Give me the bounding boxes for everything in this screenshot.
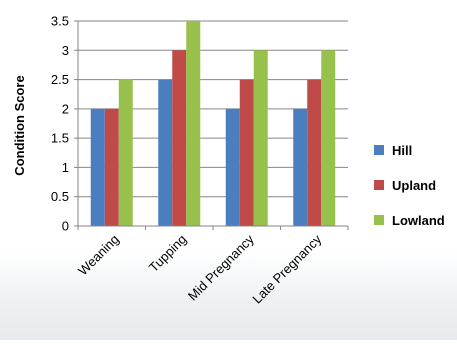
bar-lowland-3	[321, 50, 336, 227]
y-tick-labels: 0 0.5 1 1.5 2 2.5 3 3.5	[51, 14, 78, 234]
legend-swatch-lowland	[374, 215, 384, 225]
bar-upland-0	[104, 108, 119, 226]
bar-upland-1	[172, 50, 187, 227]
bar-hill-0	[90, 108, 105, 226]
x-category-label: Mid Pregnancy	[185, 231, 257, 303]
legend-label-hill: Hill	[392, 143, 412, 158]
legend-swatch-upland	[374, 180, 384, 190]
bar-lowland-1	[186, 21, 201, 226]
axes	[74, 21, 348, 230]
x-category-label: Late Pregnancy	[249, 231, 324, 306]
bar-upland-3	[307, 79, 322, 226]
legend: Hill Upland Lowland	[374, 143, 445, 228]
y-tick-label: 1.5	[51, 131, 69, 146]
y-axis-title: Condition Score	[12, 75, 27, 175]
legend-label-lowland: Lowland	[392, 213, 445, 228]
legend-swatch-hill	[374, 145, 384, 155]
legend-label-upland: Upland	[392, 178, 436, 193]
bar-upland-2	[239, 79, 254, 226]
y-tick-label: 2.5	[51, 72, 69, 87]
x-category-label: Weaning	[75, 232, 122, 279]
bar-lowland-2	[253, 50, 268, 227]
bar-hill-1	[158, 79, 173, 226]
y-tick-label: 0.5	[51, 189, 69, 204]
bar-hill-3	[293, 108, 308, 226]
x-category-label: Tupping	[146, 232, 189, 275]
bar-hill-2	[225, 108, 240, 226]
y-tick-label: 0	[62, 219, 69, 234]
y-tick-label: 3	[62, 43, 69, 58]
y-tick-label: 3.5	[51, 14, 69, 29]
y-tick-label: 2	[62, 101, 69, 116]
bar-lowland-0	[118, 79, 133, 226]
y-tick-label: 1	[62, 160, 69, 175]
bars	[90, 21, 349, 230]
